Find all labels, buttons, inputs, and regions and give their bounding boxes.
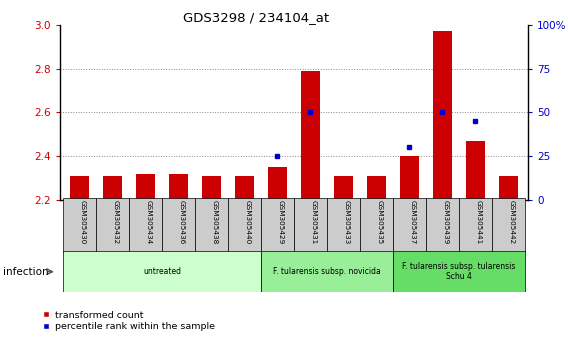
Text: untreated: untreated xyxy=(143,267,181,276)
Bar xyxy=(294,198,327,253)
Text: F. tularensis subsp. novicida: F. tularensis subsp. novicida xyxy=(273,267,381,276)
Text: GSM305439: GSM305439 xyxy=(442,200,449,244)
Text: GSM305440: GSM305440 xyxy=(244,200,250,244)
Text: GSM305441: GSM305441 xyxy=(475,200,482,244)
Bar xyxy=(136,174,154,200)
Bar xyxy=(169,174,187,200)
Text: GSM305435: GSM305435 xyxy=(377,200,382,244)
Bar xyxy=(202,176,220,200)
Legend: transformed count, percentile rank within the sample: transformed count, percentile rank withi… xyxy=(39,307,219,335)
Bar xyxy=(335,176,353,200)
Bar xyxy=(103,176,122,200)
Bar xyxy=(96,198,129,253)
Bar xyxy=(492,198,525,253)
Bar xyxy=(499,176,517,200)
Bar xyxy=(70,176,89,200)
Bar xyxy=(268,167,286,200)
Bar xyxy=(400,156,419,200)
Bar xyxy=(129,198,162,253)
Text: GSM305433: GSM305433 xyxy=(344,200,349,244)
Bar xyxy=(261,251,393,292)
Bar xyxy=(327,198,360,253)
Text: infection: infection xyxy=(3,267,48,277)
Text: GDS3298 / 234104_at: GDS3298 / 234104_at xyxy=(182,11,329,24)
Text: GSM305429: GSM305429 xyxy=(277,200,283,244)
Bar xyxy=(195,198,228,253)
Text: GSM305432: GSM305432 xyxy=(112,200,119,244)
Bar xyxy=(466,141,485,200)
Bar xyxy=(63,251,261,292)
Bar xyxy=(459,198,492,253)
Bar xyxy=(63,198,96,253)
Text: GSM305430: GSM305430 xyxy=(80,200,85,244)
Text: GSM305442: GSM305442 xyxy=(508,200,515,244)
Text: GSM305437: GSM305437 xyxy=(410,200,415,244)
Bar xyxy=(367,176,386,200)
Bar xyxy=(433,32,452,200)
Bar xyxy=(426,198,459,253)
Bar xyxy=(302,71,320,200)
Bar xyxy=(228,198,261,253)
Bar xyxy=(261,198,294,253)
Text: GSM305436: GSM305436 xyxy=(178,200,185,244)
Text: GSM305434: GSM305434 xyxy=(145,200,152,244)
Text: GSM305431: GSM305431 xyxy=(311,200,316,244)
Bar xyxy=(393,198,426,253)
Text: GSM305438: GSM305438 xyxy=(211,200,218,244)
Bar xyxy=(162,198,195,253)
Text: F. tularensis subsp. tularensis
Schu 4: F. tularensis subsp. tularensis Schu 4 xyxy=(402,262,516,281)
Bar xyxy=(360,198,393,253)
Bar xyxy=(393,251,525,292)
Bar xyxy=(235,176,253,200)
